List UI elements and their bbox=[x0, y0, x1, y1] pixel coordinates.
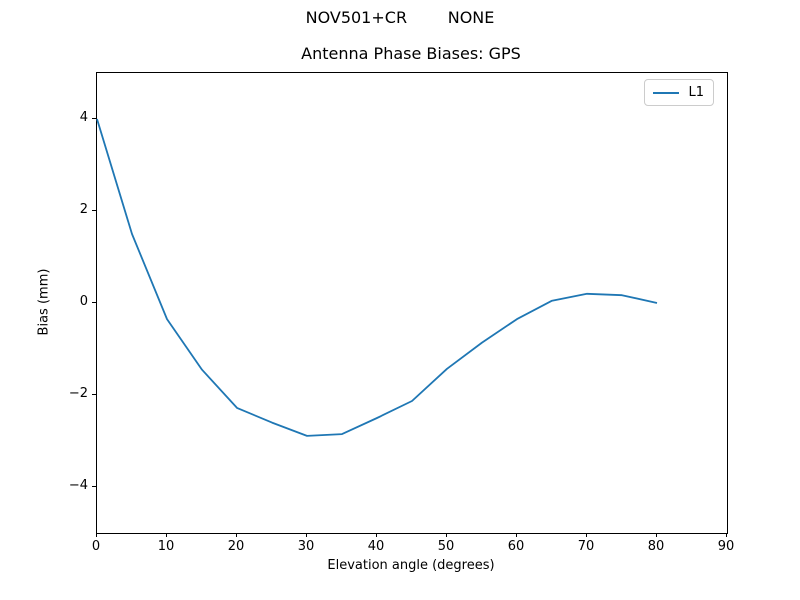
line-chart bbox=[96, 118, 658, 437]
figure-title: NOV501+CR NONE bbox=[305, 8, 495, 27]
legend-line-sample bbox=[653, 91, 680, 94]
x-tick-label: 40 bbox=[367, 539, 385, 554]
x-tick-mark bbox=[446, 533, 447, 537]
x-tick-label: 60 bbox=[507, 539, 525, 554]
x-tick-label: 50 bbox=[437, 539, 455, 554]
y-tick-label: 0 bbox=[79, 293, 88, 309]
y-tick-mark bbox=[92, 118, 96, 119]
y-tick-label: −2 bbox=[68, 385, 88, 401]
x-tick-mark bbox=[516, 533, 517, 537]
x-tick-label: 90 bbox=[717, 539, 735, 554]
y-tick-mark bbox=[92, 394, 96, 395]
plot-area: L1 bbox=[96, 72, 728, 534]
y-tick-mark bbox=[92, 302, 96, 303]
y-axis-label: Bias (mm) bbox=[36, 268, 52, 336]
series-line-L1 bbox=[96, 118, 658, 437]
x-tick-label: 20 bbox=[227, 539, 245, 554]
legend: L1 bbox=[644, 79, 714, 106]
y-tick-label: 2 bbox=[79, 201, 88, 217]
y-tick-mark bbox=[92, 486, 96, 487]
x-tick-label: 10 bbox=[157, 539, 175, 554]
x-tick-mark bbox=[726, 533, 727, 537]
x-tick-mark bbox=[376, 533, 377, 537]
y-tick-label: −4 bbox=[68, 477, 88, 493]
x-tick-label: 80 bbox=[647, 539, 665, 554]
x-tick-mark bbox=[306, 533, 307, 537]
x-tick-mark bbox=[656, 533, 657, 537]
y-tick-label: 4 bbox=[79, 109, 88, 125]
x-tick-mark bbox=[586, 533, 587, 537]
x-tick-label: 30 bbox=[297, 539, 315, 554]
y-tick-mark bbox=[92, 210, 96, 211]
x-tick-mark bbox=[96, 533, 97, 537]
x-axis-label: Elevation angle (degrees) bbox=[327, 558, 495, 573]
axes-title: Antenna Phase Biases: GPS bbox=[301, 44, 521, 63]
legend-label: L1 bbox=[688, 85, 704, 100]
x-tick-mark bbox=[236, 533, 237, 537]
x-tick-label: 70 bbox=[577, 539, 595, 554]
x-tick-mark bbox=[166, 533, 167, 537]
x-tick-label: 0 bbox=[91, 539, 101, 554]
